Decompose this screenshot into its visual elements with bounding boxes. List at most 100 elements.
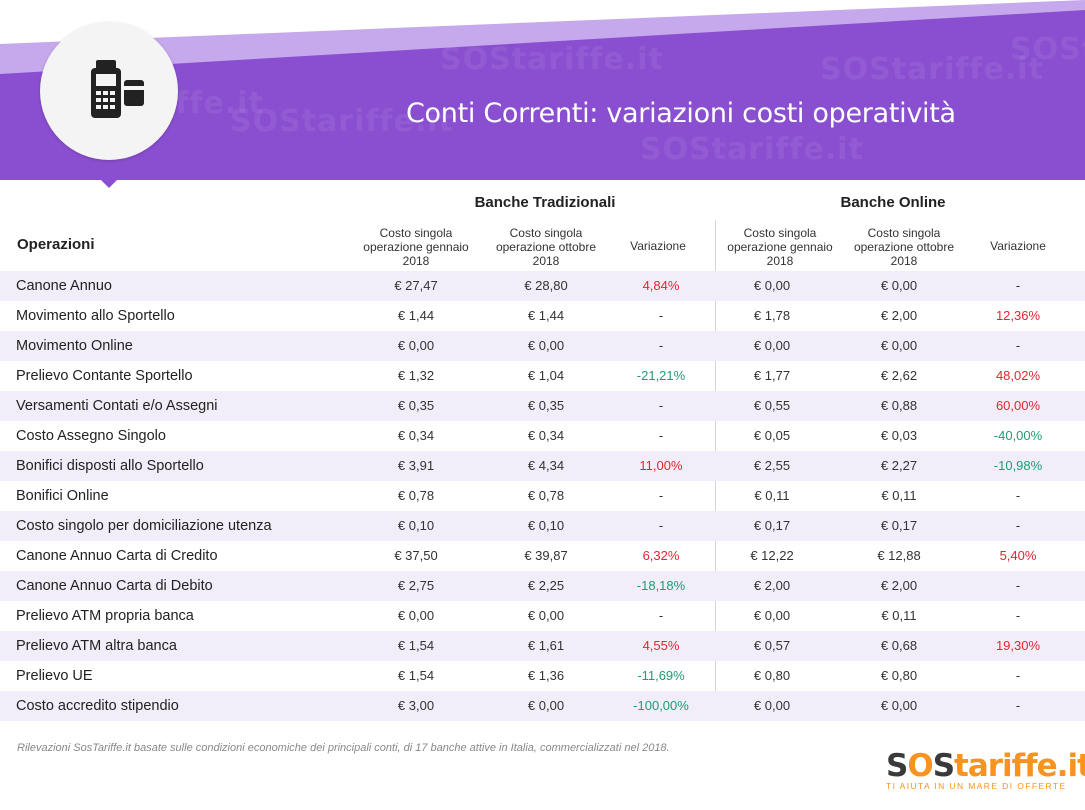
cell-t-oct: € 28,80 (524, 278, 568, 293)
cell-t-jan: € 2,75 (397, 578, 435, 593)
page-title: Conti Correnti: variazioni costi operati… (406, 98, 956, 129)
watermark: SOStariffe.it (1010, 32, 1085, 67)
table-row: Prelievo ATM altra banca € 1,54 € 1,61 4,55… (0, 631, 1085, 661)
cell-t-oct: € 0,78 (527, 488, 565, 503)
operation-name: Costo singolo per domiciliazione utenza (16, 518, 272, 534)
cell-o-jan: € 0,17 (753, 518, 791, 533)
table-row: Canone Annuo € 27,47 € 28,80 4,84% € 0,00 € 0… (0, 271, 1085, 301)
cell-t-oct: € 0,10 (527, 518, 565, 533)
cell-o-oct: € 0,11 (881, 608, 917, 623)
cell-o-var: 5,40% (999, 548, 1037, 563)
operation-name: Prelievo Contante Sportello (16, 368, 193, 384)
operation-name: Bonifici Online (16, 488, 109, 504)
cell-o-oct: € 0,88 (880, 398, 918, 413)
cell-t-oct: € 4,34 (527, 458, 565, 473)
cell-o-oct: € 0,80 (880, 668, 918, 683)
cell-t-var: - (658, 308, 664, 323)
cell-t-var: - (658, 338, 664, 353)
cost-table: Canone Annuo € 27,47 € 28,80 4,84% € 0,00 € 0… (0, 271, 1085, 721)
cell-t-jan: € 0,35 (397, 398, 435, 413)
col-head-online-var: Variazione (990, 239, 1046, 253)
cell-t-var: - (658, 518, 664, 533)
cell-t-var: - (658, 608, 664, 623)
cell-t-oct: € 0,00 (527, 338, 565, 353)
table-row: Costo accredito stipendio € 3,00 € 0,00 -10… (0, 691, 1085, 721)
table-row: Costo singolo per domiciliazione utenza €… (0, 511, 1085, 541)
icon-notch (97, 176, 121, 188)
operation-name: Canone Annuo (16, 278, 112, 294)
cell-t-var: -100,00% (633, 698, 689, 713)
cell-o-jan: € 1,77 (753, 368, 791, 383)
cell-t-jan: € 1,54 (397, 638, 435, 653)
cell-t-jan: € 1,54 (397, 668, 435, 683)
cell-t-jan: € 3,00 (397, 698, 435, 713)
cell-o-var: 60,00% (995, 398, 1041, 413)
table-row: Versamenti Contati e/o Assegni € 0,35 € 0,… (0, 391, 1085, 421)
table-row: Movimento Online € 0,00 € 0,00 - € 0,00 € 0,0… (0, 331, 1085, 361)
cell-o-oct: € 2,62 (880, 368, 918, 383)
cell-o-oct: € 0,00 (880, 278, 918, 293)
cell-o-oct: € 0,17 (880, 518, 918, 533)
cell-t-var: 6,32% (642, 548, 680, 563)
cell-t-oct: € 0,00 (527, 698, 565, 713)
operation-name: Costo Assegno Singolo (16, 428, 166, 444)
cell-o-var: - (1015, 608, 1021, 623)
cell-t-jan: € 0,00 (397, 338, 435, 353)
cell-o-oct: € 2,00 (880, 578, 918, 593)
cell-o-oct: € 0,03 (880, 428, 918, 443)
cell-t-oct: € 0,35 (527, 398, 565, 413)
cell-o-var: - (1015, 668, 1021, 683)
group-traditional-banks: Banche Tradizionali (474, 194, 616, 211)
table-row: Prelievo ATM propria banca € 0,00 € 0,00 - €… (0, 601, 1085, 631)
cell-o-var: - (1015, 338, 1021, 353)
cell-o-oct: € 0,68 (880, 638, 918, 653)
header-background (0, 0, 1085, 180)
group-online-banks: Banche Online (840, 194, 946, 211)
cell-o-jan: € 0,80 (753, 668, 791, 683)
cell-o-jan: € 0,05 (753, 428, 791, 443)
table-row: Bonifici Online € 0,78 € 0,78 - € 0,11 € 0,11… (0, 481, 1085, 511)
cell-o-oct: € 12,88 (877, 548, 921, 563)
cell-o-jan: € 0,00 (753, 278, 791, 293)
table-row: Movimento allo Sportello € 1,44 € 1,44 - € 1… (0, 301, 1085, 331)
operation-name: Canone Annuo Carta di Debito (16, 578, 213, 594)
cell-o-var: 48,02% (995, 368, 1041, 383)
cell-t-jan: € 1,44 (397, 308, 435, 323)
footnote: Rilevazioni SosTariffe.it basate sulle c… (17, 742, 670, 754)
operations-header: Operazioni (17, 236, 95, 253)
operation-name: Costo accredito stipendio (16, 698, 179, 714)
operation-name: Bonifici disposti allo Sportello (16, 458, 204, 474)
col-head-trad-jan: Costo singola operazione gennaio 2018 (363, 226, 469, 268)
operation-name: Prelievo ATM propria banca (16, 608, 194, 624)
col-head-online-oct: Costo singola operazione ottobre 2018 (853, 226, 955, 268)
cell-o-oct: € 0,11 (881, 488, 917, 503)
table-row: Canone Annuo Carta di Debito € 2,75 € 2,25… (0, 571, 1085, 601)
cell-o-jan: € 1,78 (753, 308, 791, 323)
cell-t-jan: € 3,91 (397, 458, 435, 473)
cell-t-oct: € 0,34 (527, 428, 565, 443)
cell-o-jan: € 0,00 (753, 338, 791, 353)
cell-t-jan: € 0,78 (397, 488, 435, 503)
cell-o-var: - (1015, 488, 1021, 503)
cell-o-var: 19,30% (995, 638, 1041, 653)
cell-o-jan: € 2,00 (753, 578, 791, 593)
cell-t-jan: € 0,34 (397, 428, 435, 443)
cell-t-jan: € 1,32 (397, 368, 435, 383)
table-row: Bonifici disposti allo Sportello € 3,91 € … (0, 451, 1085, 481)
cell-t-oct: € 39,87 (524, 548, 568, 563)
sostariffe-logo: SOStariffe.it TI AIUTA IN UN MARE DI OFF… (886, 748, 1085, 791)
cell-o-jan: € 0,00 (753, 698, 791, 713)
table-row: Prelievo UE € 1,54 € 1,36 -11,69% € 0,80 € 0,… (0, 661, 1085, 691)
cell-t-oct: € 1,04 (527, 368, 565, 383)
cell-t-jan: € 37,50 (394, 548, 438, 563)
table-row: Canone Annuo Carta di Credito € 37,50 € 39… (0, 541, 1085, 571)
cell-t-jan: € 0,00 (397, 608, 435, 623)
watermark: SOStariffe.it (640, 132, 864, 167)
cell-o-var: - (1015, 578, 1021, 593)
operation-name: Canone Annuo Carta di Credito (16, 548, 218, 564)
cell-t-jan: € 27,47 (394, 278, 438, 293)
logo-tagline: TI AIUTA IN UN MARE DI OFFERTE (886, 781, 1067, 791)
header-banner: SOStariffe.it SOStariffe.it SOStariffe.i… (0, 0, 1085, 180)
cell-o-oct: € 2,27 (880, 458, 918, 473)
cell-t-oct: € 0,00 (527, 608, 565, 623)
